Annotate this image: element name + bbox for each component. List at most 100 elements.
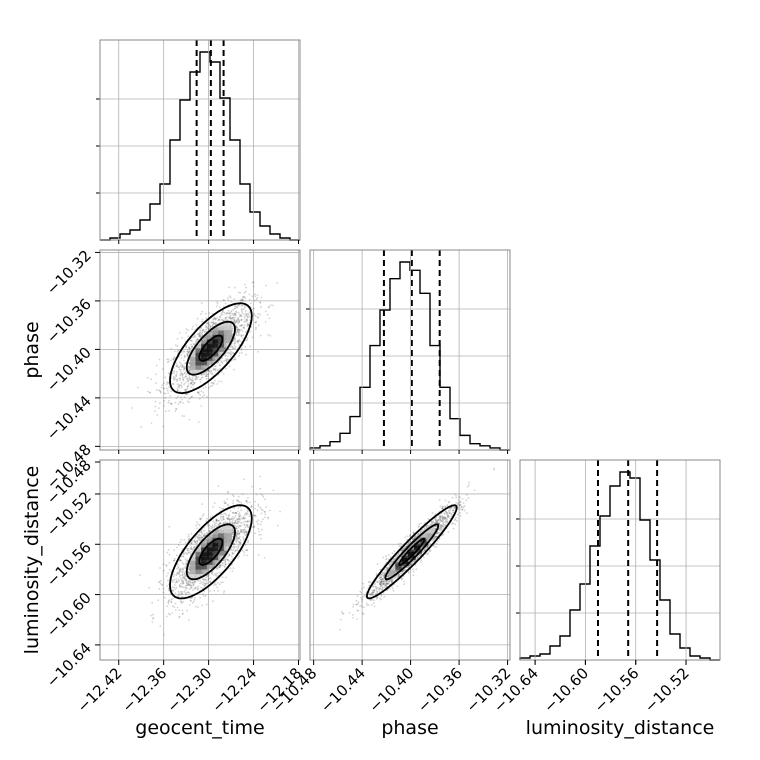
sample-point <box>412 537 415 540</box>
sample-point <box>382 582 385 584</box>
sample-point <box>241 298 244 301</box>
sample-point <box>362 582 365 585</box>
sample-point <box>191 347 193 349</box>
sample-point <box>199 330 202 332</box>
sample-point <box>381 580 383 583</box>
sample-point <box>235 511 237 514</box>
sample-point <box>199 393 202 396</box>
sample-point <box>213 527 216 529</box>
sample-point <box>193 598 196 601</box>
sample-point <box>258 530 260 533</box>
sample-point <box>172 375 175 378</box>
sample-point <box>225 359 228 361</box>
sample-point <box>240 299 243 301</box>
sample-point <box>179 370 182 373</box>
sample-point <box>178 575 181 578</box>
sample-point <box>232 499 235 502</box>
sample-point <box>170 598 173 601</box>
sample-point <box>226 503 229 506</box>
sample-point <box>179 577 182 579</box>
sample-point <box>235 536 238 539</box>
sample-point <box>231 528 234 530</box>
sample-point <box>244 283 247 286</box>
sample-point <box>252 281 254 284</box>
sample-point <box>166 605 168 607</box>
sample-point <box>232 327 235 330</box>
sample-point <box>236 525 239 528</box>
sample-point <box>171 612 174 614</box>
sample-point <box>237 318 239 321</box>
sample-point <box>441 505 444 508</box>
sample-point <box>238 541 241 543</box>
sample-point <box>229 567 232 570</box>
sample-point <box>176 606 179 609</box>
sample-point <box>381 580 384 583</box>
sample-point <box>375 597 378 600</box>
sample-point <box>184 372 187 375</box>
sample-point <box>209 327 211 330</box>
sample-point <box>253 299 256 302</box>
sample-point <box>192 379 195 381</box>
sample-point <box>228 517 231 520</box>
sample-point <box>237 311 240 314</box>
sample-point <box>171 589 174 592</box>
sample-point <box>220 361 223 364</box>
sample-point <box>254 515 257 518</box>
sample-point <box>409 534 411 536</box>
sample-point <box>240 528 242 531</box>
sample-point <box>245 499 248 502</box>
sample-point <box>178 616 181 619</box>
sample-point <box>199 331 202 334</box>
sample-point <box>276 282 278 284</box>
sample-point <box>190 542 193 544</box>
sample-point <box>461 498 464 500</box>
sample-point <box>235 310 237 313</box>
sample-point <box>234 337 236 340</box>
sample-point <box>187 351 189 354</box>
sample-point <box>234 519 237 522</box>
sample-point <box>240 335 243 338</box>
sample-point <box>215 322 218 325</box>
sample-point <box>201 514 204 517</box>
sample-point <box>240 315 243 318</box>
sample-point <box>190 584 192 586</box>
sample-point <box>238 512 241 514</box>
sample-point <box>373 605 376 608</box>
sample-point <box>179 582 182 585</box>
sample-point <box>205 324 207 327</box>
sample-point <box>246 319 249 322</box>
sample-point <box>228 518 230 521</box>
sample-point <box>232 511 234 514</box>
sample-point <box>183 368 186 370</box>
sample-point <box>372 590 375 592</box>
sample-point <box>259 487 261 490</box>
sample-point <box>204 532 206 535</box>
sample-point <box>259 506 262 509</box>
sample-point <box>208 321 211 324</box>
sample-point <box>245 286 247 289</box>
sample-point <box>230 319 233 322</box>
density-cell <box>189 570 198 579</box>
sample-point <box>440 528 443 531</box>
sample-point <box>185 584 188 587</box>
sample-point <box>158 581 160 583</box>
sample-point <box>207 328 210 331</box>
sample-point <box>382 580 385 583</box>
sample-point <box>189 599 192 602</box>
sample-point <box>431 522 433 525</box>
sample-point <box>378 587 381 590</box>
sample-point <box>207 323 210 326</box>
sample-point <box>236 306 238 308</box>
sample-point <box>228 286 230 289</box>
sample-point <box>243 532 246 534</box>
sample-point <box>228 312 230 315</box>
sample-point <box>186 582 188 585</box>
sample-point <box>437 519 440 521</box>
sample-point <box>193 336 196 338</box>
sample-point <box>405 545 407 548</box>
sample-point <box>172 377 175 380</box>
sample-point <box>175 408 178 410</box>
sample-point <box>382 578 385 580</box>
sample-point <box>239 542 242 544</box>
sample-point <box>264 516 266 519</box>
